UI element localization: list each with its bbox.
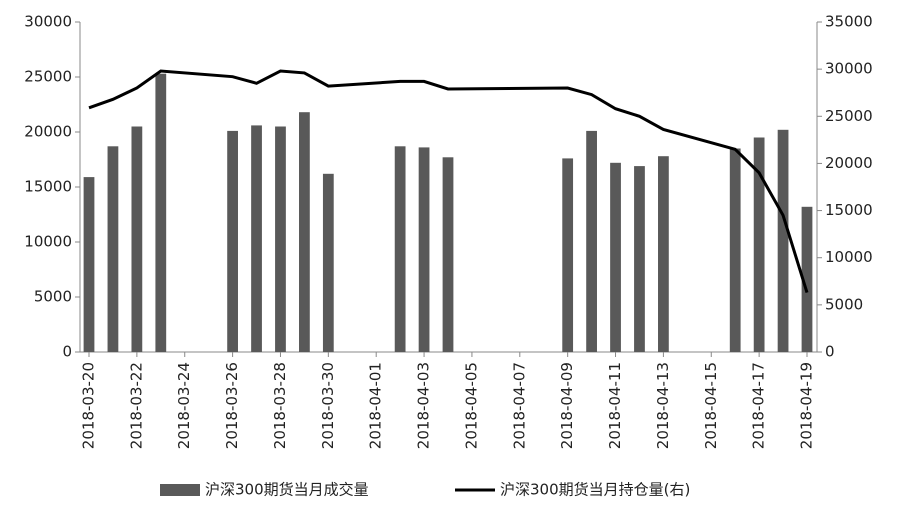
y2-tick-label: 10000: [825, 248, 873, 266]
legend-label: 沪深300期货当月持仓量(右): [500, 481, 690, 499]
bar: [442, 157, 454, 352]
bar: [586, 130, 597, 352]
bar: [418, 147, 430, 352]
x-tick-label: 2018-03-26: [223, 362, 241, 449]
legend-swatch: [160, 484, 200, 496]
x-tick-label: 2018-03-30: [319, 362, 337, 449]
bar: [107, 146, 119, 352]
y-tick-label: 15000: [24, 178, 72, 196]
bar: [729, 148, 741, 352]
bar: [801, 206, 813, 352]
x-tick-label: 2018-03-22: [127, 362, 145, 449]
x-tick-label: 2018-03-28: [271, 362, 289, 449]
x-tick-label: 2018-04-17: [750, 362, 768, 449]
x-tick-label: 2018-04-05: [462, 362, 480, 449]
y2-tick-label: 0: [825, 343, 835, 361]
x-tick-label: 2018-04-15: [702, 362, 720, 449]
y2-tick-label: 35000: [825, 13, 873, 31]
x-tick-label: 2018-04-07: [510, 362, 528, 449]
x-tick-label: 2018-04-13: [654, 362, 672, 449]
line: [88, 69, 809, 294]
x-tick-label: 2018-04-01: [367, 362, 385, 449]
y-tick-label: 30000: [24, 13, 72, 31]
bar: [275, 126, 286, 352]
y-tick-label: 20000: [24, 123, 72, 141]
legend-label: 沪深300期货当月成交量: [205, 481, 369, 499]
y-tick-label: 5000: [34, 288, 72, 306]
bar: [131, 126, 143, 352]
bar: [634, 166, 645, 352]
bar: [251, 125, 262, 353]
bar: [394, 146, 406, 352]
x-tick-label: 2018-04-09: [558, 362, 576, 449]
y2-tick-label: 25000: [825, 107, 873, 125]
x-tick-label: 2018-03-24: [175, 362, 193, 449]
bar: [83, 177, 95, 352]
bar: [610, 162, 621, 352]
y-tick-label: 10000: [24, 233, 72, 251]
bar: [299, 112, 310, 352]
y2-tick-label: 20000: [825, 154, 873, 172]
x-tick-label: 2018-04-19: [798, 362, 816, 449]
x-tick-label: 2018-03-20: [80, 362, 98, 449]
y-tick-label: 25000: [24, 68, 72, 86]
x-tick-label: 2018-04-03: [415, 362, 433, 449]
y-tick-label: 0: [62, 343, 72, 361]
y2-tick-label: 5000: [825, 295, 863, 313]
y2-tick-label: 30000: [825, 60, 873, 78]
bar: [562, 158, 574, 352]
bar: [658, 156, 669, 352]
x-tick-label: 2018-04-11: [606, 362, 624, 449]
bar: [753, 137, 765, 352]
bar: [322, 173, 334, 352]
bar: [155, 73, 167, 352]
bar: [777, 129, 789, 352]
bar: [227, 130, 238, 352]
y2-tick-label: 15000: [825, 201, 873, 219]
